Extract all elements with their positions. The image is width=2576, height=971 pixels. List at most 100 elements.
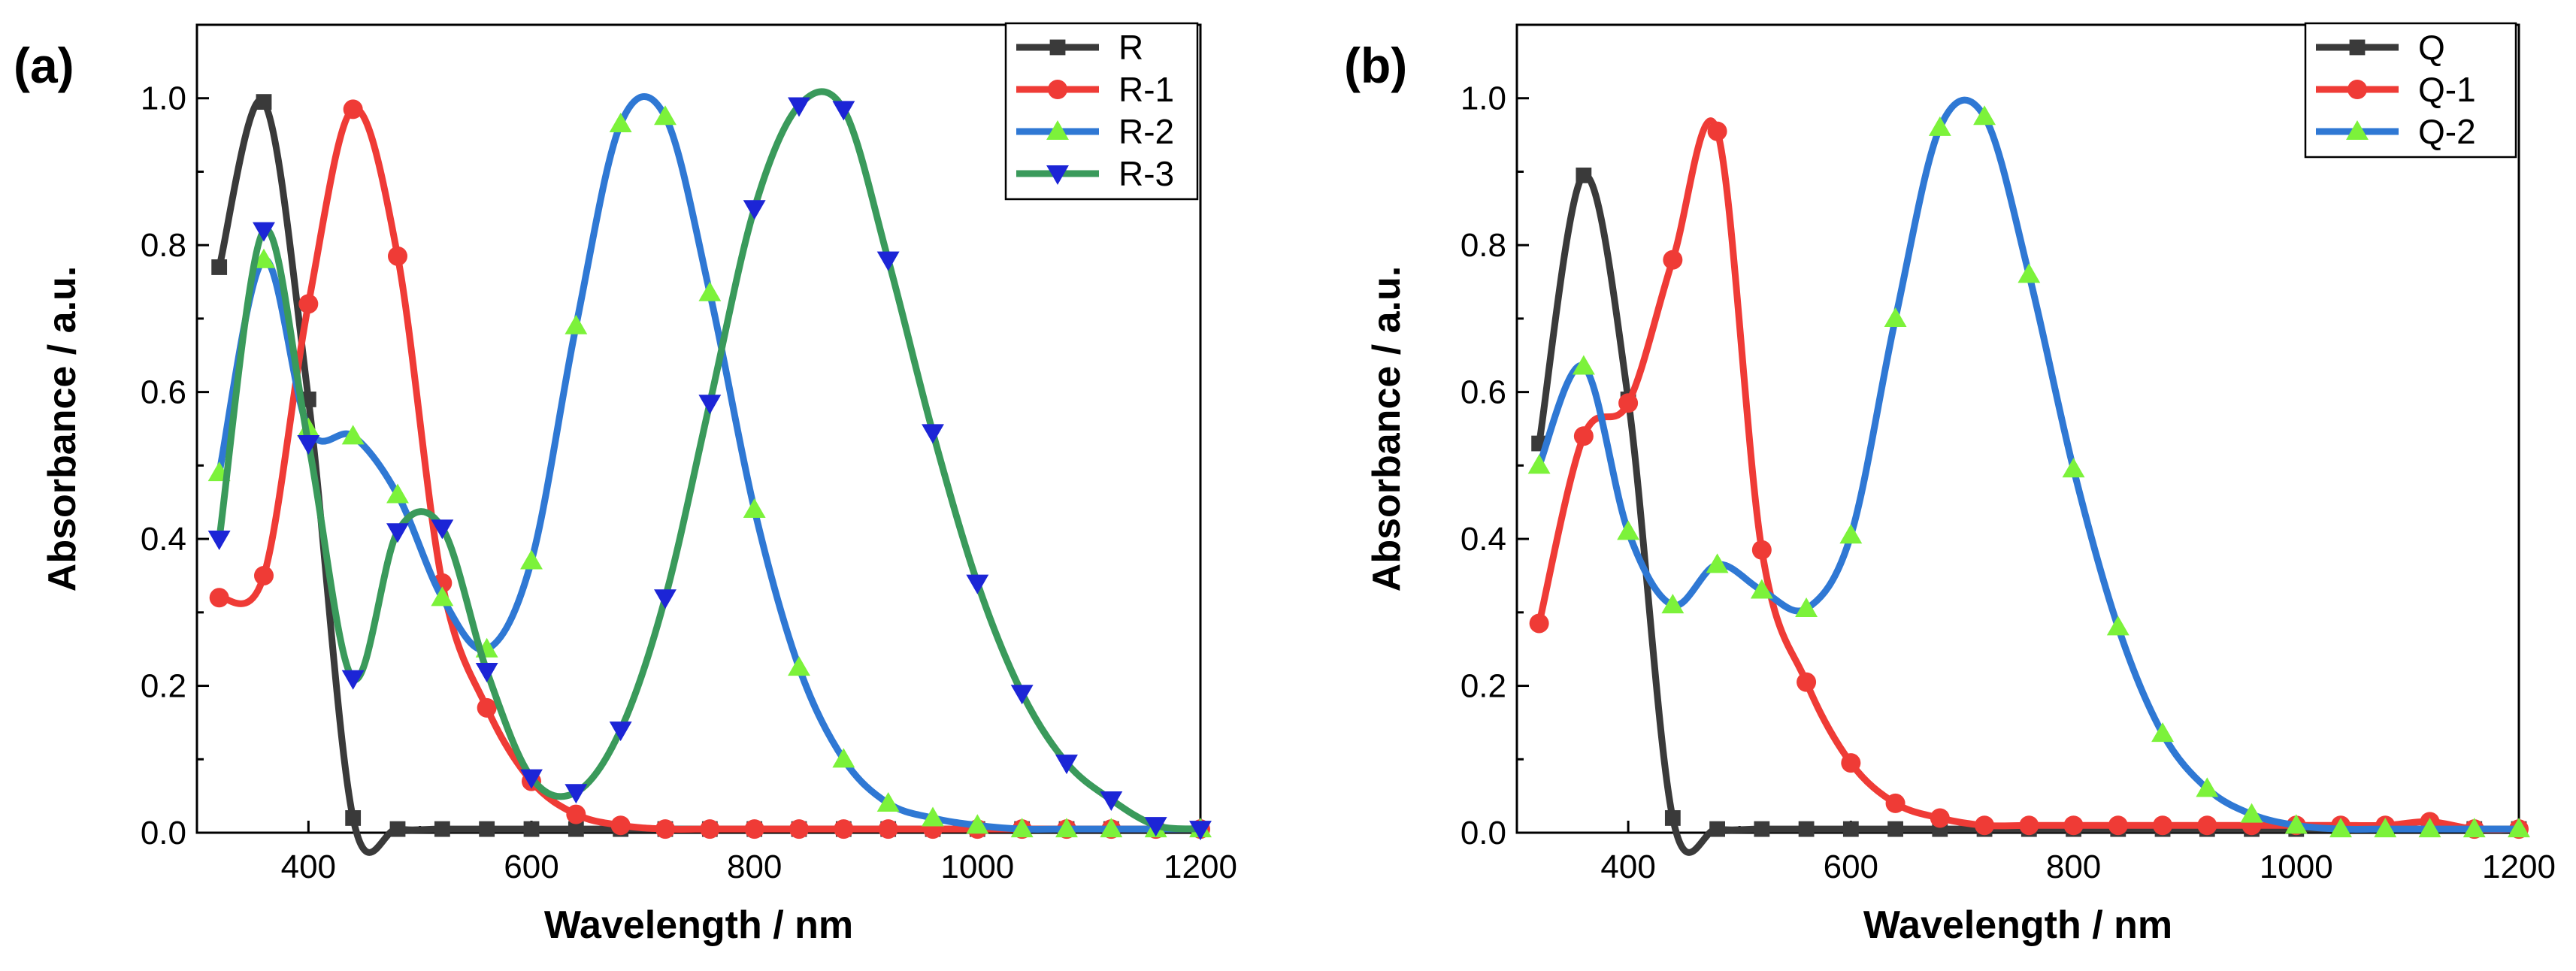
data-point: [610, 815, 631, 836]
data-point: [566, 804, 586, 824]
legend-label: Q: [2418, 28, 2445, 67]
data-point: [1887, 821, 1903, 837]
legend-swatch-marker: [2346, 120, 2369, 141]
data-point: [966, 814, 989, 834]
data-point: [2153, 815, 2173, 836]
data-point: [2240, 803, 2263, 823]
legend-swatch-marker: [1048, 80, 1067, 99]
data-point: [254, 565, 274, 585]
plot-frame: [195, 23, 1202, 834]
x-tick-label: 600: [504, 848, 558, 885]
data-point: [2329, 818, 2352, 838]
data-point: [1928, 116, 1951, 136]
series-line: [216, 105, 1204, 833]
data-point: [253, 222, 275, 242]
data-point: [2197, 815, 2217, 836]
data-point: [1576, 167, 1592, 183]
data-point: [744, 819, 764, 839]
legend-label: R-2: [1118, 112, 1174, 151]
data-point: [1798, 821, 1815, 837]
data-point: [1706, 553, 1729, 573]
data-point: [1930, 808, 1950, 828]
data-point: [1527, 454, 1551, 474]
data-point: [1975, 815, 1995, 836]
data-point: [1055, 818, 1078, 838]
data-point: [1884, 307, 1907, 327]
data-point: [609, 112, 632, 132]
x-tick-label: 1200: [2482, 848, 2556, 885]
data-point: [2151, 722, 2174, 743]
legend-item: Q: [2316, 28, 2445, 67]
data-point: [1973, 105, 1996, 126]
y-tick-label: 0.8: [141, 227, 186, 264]
data-point: [211, 259, 228, 275]
data-point: [1707, 121, 1727, 141]
x-axis-label: Wavelength / nm: [544, 903, 853, 947]
data-point: [876, 251, 900, 271]
data-point: [832, 101, 855, 121]
data-point: [743, 498, 766, 519]
data-point: [1572, 355, 1595, 375]
data-point: [1529, 613, 1549, 634]
legend-swatch-marker: [2347, 80, 2367, 99]
series-line: [216, 88, 1204, 833]
legend-item: Q-2: [2316, 112, 2476, 151]
x-tick-label: 800: [2046, 848, 2101, 885]
data-point: [1885, 793, 1906, 813]
y-axis-label: Absorbance / a.u.: [1365, 266, 1409, 591]
legend-label: Q-1: [2418, 70, 2476, 109]
legend: RR-1R-2R-3: [1004, 22, 1199, 201]
data-point: [2462, 818, 2486, 838]
data-point: [698, 281, 722, 301]
data-point: [431, 586, 454, 606]
y-tick-label: 0.4: [141, 521, 186, 558]
data-point: [1100, 818, 1123, 838]
legend-item: R-1: [1016, 70, 1174, 109]
data-point: [609, 721, 632, 742]
series-R: [211, 94, 1209, 856]
series-R-3: [207, 88, 1212, 841]
data-point: [386, 483, 409, 504]
y-tick-label: 0.8: [1461, 227, 1506, 264]
data-point: [878, 819, 898, 839]
legend-label: R: [1118, 28, 1143, 67]
data-point: [654, 589, 677, 610]
y-tick-label: 0.2: [1461, 668, 1506, 705]
y-tick-label: 1.0: [1461, 80, 1506, 117]
data-point: [477, 697, 497, 718]
legend-swatch-marker: [2349, 39, 2366, 56]
data-point: [1010, 818, 1034, 838]
data-point: [341, 670, 365, 690]
panel-label: (a): [14, 38, 74, 93]
data-point: [1795, 597, 1818, 617]
y-axis-label: Absorbance / a.u.: [41, 266, 84, 591]
data-point: [1841, 753, 1861, 773]
x-tick-label: 400: [1600, 848, 1655, 885]
series-line: [216, 93, 1204, 833]
legend-box: [1004, 22, 1199, 201]
y-tick-label: 0.6: [1461, 374, 1506, 411]
data-point: [565, 314, 588, 334]
data-point: [256, 94, 272, 110]
data-point: [2418, 818, 2441, 838]
data-point: [1797, 672, 1817, 692]
data-point: [2508, 818, 2530, 838]
data-point: [2063, 815, 2084, 836]
x-tick-label: 600: [1824, 848, 1878, 885]
legend-item: R-2: [1016, 112, 1174, 151]
data-point: [1664, 810, 1681, 826]
data-point: [788, 97, 810, 117]
y-tick-label: 0.2: [141, 668, 186, 705]
data-point: [207, 531, 231, 551]
data-point: [743, 200, 766, 220]
data-point: [2062, 458, 2085, 478]
data-point: [341, 425, 365, 445]
x-axis-label: Wavelength / nm: [1863, 903, 2172, 947]
data-point: [520, 549, 543, 570]
x-tick-label: 800: [727, 848, 782, 885]
data-point: [1750, 579, 1773, 599]
data-point: [297, 434, 320, 455]
data-point: [1573, 426, 1594, 446]
series-Q-2: [1527, 96, 2530, 838]
